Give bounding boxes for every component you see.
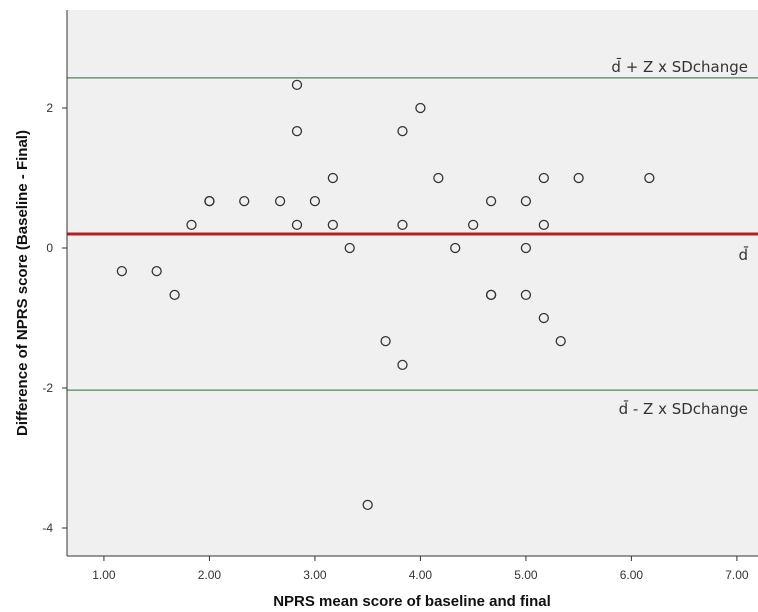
data-point bbox=[538, 172, 549, 184]
data-points bbox=[116, 79, 655, 511]
upper-limit-label: d̄ + Z x SDchange bbox=[611, 57, 748, 76]
data-point bbox=[380, 335, 391, 347]
data-point bbox=[309, 195, 321, 207]
data-point bbox=[274, 195, 286, 207]
y-tick-label: 0 bbox=[46, 241, 53, 255]
y-tick-label: -2 bbox=[42, 381, 53, 395]
x-axis-ticks: 1.00 2.00 3.00 4.00 5.00 6.00 7.00 bbox=[92, 556, 749, 582]
data-point bbox=[344, 242, 355, 254]
x-tick-label: 2.00 bbox=[198, 568, 222, 582]
y-axis-ticks: -4 -2 0 2 bbox=[42, 101, 67, 535]
data-point bbox=[169, 289, 180, 301]
data-point bbox=[239, 195, 250, 207]
y-axis-title: Difference of NPRS score (Baseline - Fin… bbox=[14, 130, 31, 436]
data-point bbox=[397, 125, 408, 137]
data-point bbox=[538, 312, 549, 324]
data-point bbox=[485, 289, 497, 301]
data-point bbox=[291, 219, 303, 231]
mean-label: d̄ bbox=[738, 245, 748, 264]
data-point bbox=[520, 195, 532, 207]
data-point bbox=[468, 219, 479, 231]
x-tick-label: 3.00 bbox=[303, 568, 327, 582]
data-point bbox=[433, 172, 444, 184]
reference-lines: d̄ d̄ + Z x SDchange d̄ - Z x SDchange bbox=[67, 57, 758, 418]
data-point bbox=[555, 335, 566, 347]
data-point bbox=[186, 219, 197, 231]
x-tick-label: 1.00 bbox=[92, 568, 116, 582]
data-point bbox=[644, 172, 655, 184]
data-point bbox=[327, 172, 339, 184]
plot-area bbox=[67, 10, 758, 556]
data-point bbox=[204, 195, 215, 207]
data-point bbox=[520, 242, 532, 254]
data-point bbox=[291, 125, 303, 137]
data-point bbox=[485, 195, 497, 207]
lower-limit-label: d̄ - Z x SDchange bbox=[619, 399, 748, 418]
data-point bbox=[520, 289, 532, 301]
data-point bbox=[151, 265, 162, 277]
x-tick-label: 5.00 bbox=[514, 568, 538, 582]
data-point bbox=[397, 219, 408, 231]
data-point bbox=[362, 499, 373, 511]
data-point bbox=[573, 172, 584, 184]
data-point bbox=[538, 219, 549, 231]
x-tick-label: 7.00 bbox=[725, 568, 749, 582]
data-point bbox=[450, 242, 461, 254]
x-tick-label: 6.00 bbox=[620, 568, 644, 582]
x-axis-title: NPRS mean score of baseline and final bbox=[273, 593, 551, 610]
data-point bbox=[291, 79, 303, 91]
x-tick-label: 4.00 bbox=[409, 568, 433, 582]
data-point bbox=[397, 359, 408, 371]
y-tick-label: 2 bbox=[46, 101, 53, 115]
data-point bbox=[415, 102, 426, 114]
data-point bbox=[116, 265, 128, 277]
y-tick-label: -4 bbox=[42, 521, 53, 535]
data-point bbox=[327, 219, 339, 231]
